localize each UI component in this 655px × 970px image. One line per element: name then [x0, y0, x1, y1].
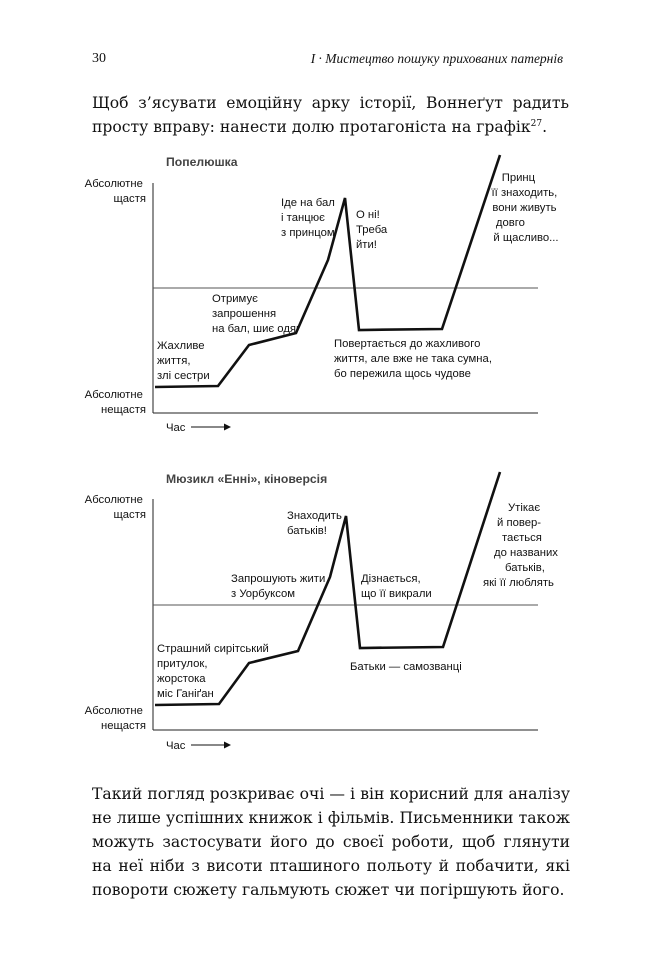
annotation: О ні! Треба йти!	[356, 209, 390, 251]
time-arrow	[191, 423, 231, 431]
intro-paragraph: Щоб з’ясувати емоційну арку історії, Вон…	[92, 91, 569, 139]
time-arrow	[191, 741, 231, 749]
annotation: Принц її знаходить, вони живуть довго й …	[491, 172, 561, 244]
outro-paragraph: Такий погляд розкриває очі — і він корис…	[92, 785, 570, 899]
annotation: Жахливе життя, злі сестри	[157, 340, 210, 382]
page-number: 30	[92, 51, 106, 66]
annie-arc-chart: Мюзикл «Енні», кіноверсія Абсолютне щаст…	[85, 471, 561, 752]
footnote-ref: 27	[530, 118, 543, 129]
running-head: I · Мистецтво пошуку прихованих патернів	[310, 51, 563, 66]
chart-title: Попелюшка	[166, 155, 238, 169]
y-top-line: щастя	[113, 509, 146, 521]
chart-title: Мюзикл «Енні», кіноверсія	[166, 472, 327, 486]
annotation: Батьки — самозванці	[350, 661, 462, 673]
y-top-line: щастя	[113, 193, 146, 205]
story-arc-line	[154, 154, 502, 389]
annotation: Запрошують жити з Уорбуксом	[231, 573, 328, 600]
annotation: Дізнається, що її викрали	[361, 573, 432, 600]
annotation: Знаходить батьків!	[287, 510, 345, 537]
y-bottom-line: нещастя	[101, 720, 146, 732]
story-arc-line	[154, 471, 502, 707]
y-bottom-line: Абсолютне	[85, 705, 143, 717]
annotation: Повертається до жахливого життя, але вже…	[334, 338, 495, 380]
y-top-line: Абсолютне	[85, 178, 143, 190]
annotation: Іде на бал і танцює з принцом	[281, 197, 338, 239]
y-bottom-line: нещастя	[101, 404, 146, 416]
intro-text: Щоб з’ясувати емоційну арку історії, Вон…	[92, 94, 569, 136]
intro-end: .	[542, 118, 548, 136]
annotation: Утікає й повер- тається до названих бать…	[483, 502, 561, 589]
y-top-label: Абсолютне щастя	[85, 178, 146, 205]
y-bottom-line: Абсолютне	[85, 389, 143, 401]
y-bottom-label: Абсолютне нещастя	[85, 705, 146, 732]
y-bottom-label: Абсолютне нещастя	[85, 389, 146, 416]
annotation: Отримує запрошення на бал, шиє одяг	[212, 293, 300, 335]
cinderella-arc-chart: Попелюшка Абсолютне щастя Абсолютне неща…	[85, 154, 561, 434]
y-top-label: Абсолютне щастя	[85, 494, 146, 521]
x-axis-label: Час	[166, 740, 186, 752]
annotation: Страшний сирітський притулок, жорстока м…	[157, 643, 272, 700]
x-axis-label: Час	[166, 422, 186, 434]
y-top-line: Абсолютне	[85, 494, 143, 506]
